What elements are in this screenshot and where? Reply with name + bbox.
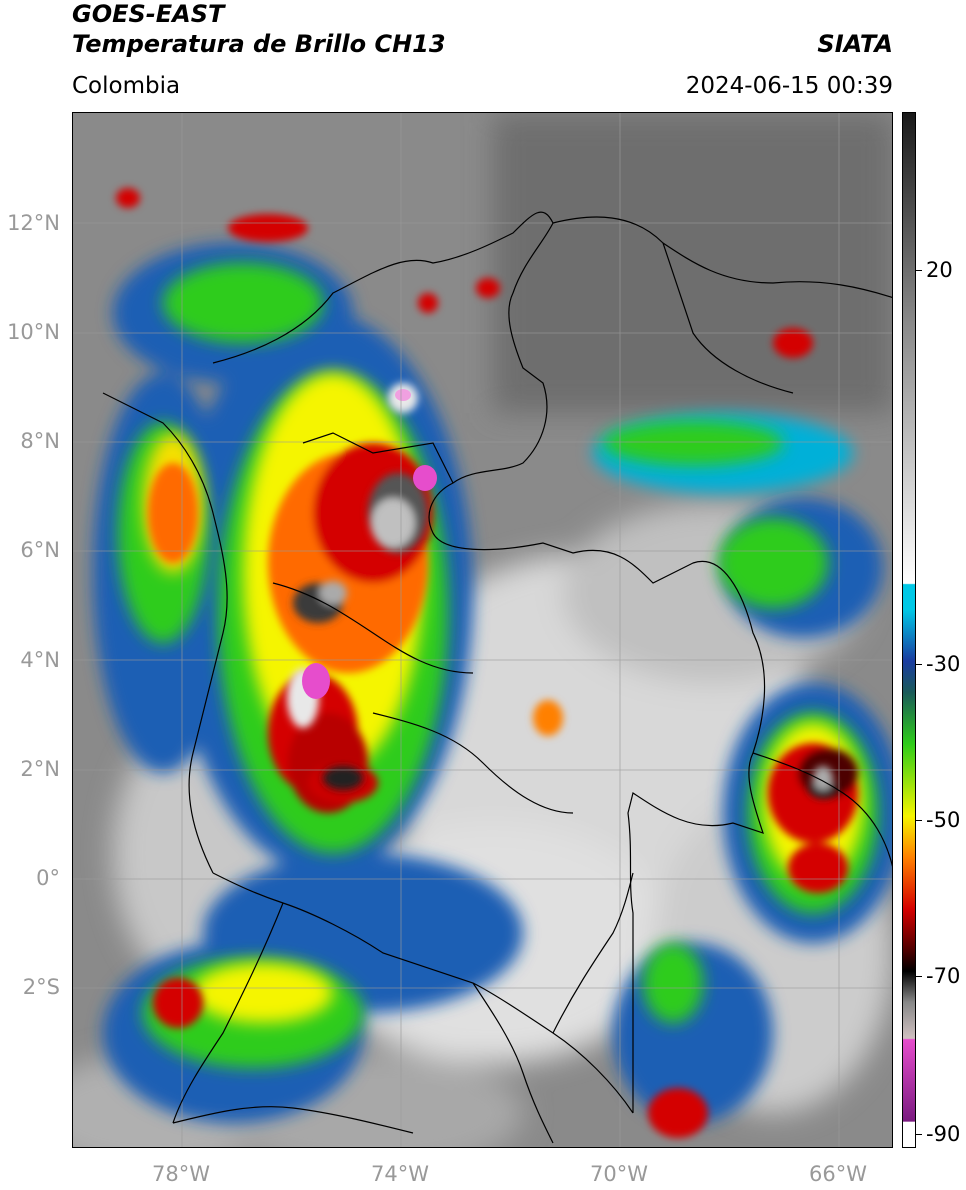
colorbar-tick (916, 976, 922, 977)
lon-label-78w: 78°W (152, 1162, 210, 1186)
colorbar-label-minus30: -30 (926, 652, 961, 676)
colorbar-tick (916, 1134, 922, 1135)
lat-label-12n: 12°N (7, 211, 60, 235)
lat-label-0: 0° (36, 866, 60, 890)
convection-cores (287, 383, 837, 798)
satellite-map[interactable] (72, 112, 893, 1148)
graticule (73, 113, 892, 1147)
colorbar-label-minus50: -50 (926, 808, 961, 832)
colorbar-tick (916, 820, 922, 821)
borders (102, 211, 892, 1144)
lon-label-70w: 70°W (590, 1162, 648, 1186)
lon-label-66w: 66°W (809, 1162, 867, 1186)
lat-label-8n: 8°N (20, 429, 60, 453)
colorbar-tick (916, 270, 922, 271)
lat-label-2n: 2°N (20, 757, 60, 781)
product-satellite: GOES-EAST (72, 0, 225, 28)
colorbar-label-minus70: -70 (926, 964, 961, 988)
lat-label-10n: 10°N (7, 320, 60, 344)
product-title: Temperatura de Brillo CH13 (72, 30, 446, 58)
temperature-colorbar (902, 112, 916, 1148)
map-canvas (73, 113, 892, 1147)
datetime-label: 2024-06-15 00:39 (685, 73, 893, 99)
lat-label-4n: 4°N (20, 648, 60, 672)
lat-label-6n: 6°N (20, 538, 60, 562)
colorbar-label-minus90: -90 (926, 1122, 961, 1146)
region-label: Colombia (72, 73, 181, 99)
colorbar-label-20: 20 (926, 258, 953, 282)
lon-label-74w: 74°W (371, 1162, 429, 1186)
coldest-cloud-tops (302, 389, 437, 699)
brand-label: SIATA (817, 30, 893, 58)
colorbar-tick (916, 664, 922, 665)
lat-label-2s: 2°S (22, 975, 60, 999)
